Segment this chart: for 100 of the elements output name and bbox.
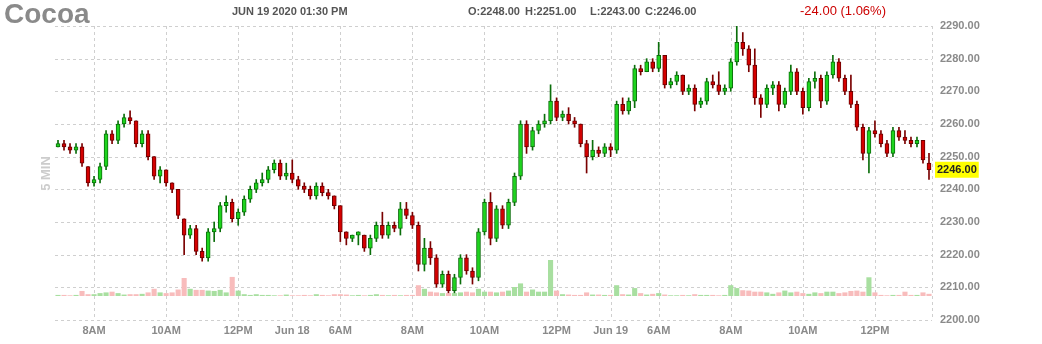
candlestick xyxy=(470,267,475,285)
bar xyxy=(439,293,445,296)
candlestick xyxy=(500,205,505,229)
bar xyxy=(157,292,163,296)
annotation: 2246.00 xyxy=(937,162,977,175)
chart-title: Cocoa xyxy=(4,0,90,30)
bar xyxy=(487,291,494,296)
bar xyxy=(445,293,451,296)
bar xyxy=(818,293,824,296)
candlestick xyxy=(404,202,409,220)
candlestick xyxy=(325,189,331,200)
y-tick-label: 2230.00 xyxy=(940,215,980,228)
candlestick xyxy=(590,140,595,161)
bar xyxy=(776,292,782,296)
y-tick-label: 2210.00 xyxy=(940,280,980,293)
text: O:2248.00 xyxy=(468,5,520,17)
bar xyxy=(499,291,506,296)
candlestick xyxy=(434,254,439,288)
x-tick-label: Jun 19 xyxy=(593,323,629,336)
candlestick xyxy=(644,58,650,73)
candlestick xyxy=(223,195,229,213)
candlestick xyxy=(638,64,643,76)
candlestick xyxy=(338,205,343,242)
candlestick xyxy=(398,202,403,236)
chart-subtitle: JUN 19 2020 01:30 PM xyxy=(232,5,348,17)
bar xyxy=(493,292,500,296)
y-tick-label: 2290.00 xyxy=(940,19,980,32)
candlestick xyxy=(518,120,523,180)
candlestick xyxy=(530,126,535,151)
candlestick xyxy=(632,64,637,108)
candlestick xyxy=(331,195,337,210)
candlestick xyxy=(482,198,487,236)
y-tick-label: 2200.00 xyxy=(940,313,980,326)
candlestick xyxy=(392,221,397,233)
candlestick xyxy=(283,162,289,180)
candlestick xyxy=(319,182,325,197)
candlestick xyxy=(554,97,559,122)
bar xyxy=(139,293,145,296)
y-tick-label: 2270.00 xyxy=(940,84,980,97)
candlestick xyxy=(356,231,361,246)
candlestick xyxy=(620,97,625,115)
candlestick xyxy=(572,117,577,128)
candlestick xyxy=(596,146,601,157)
bar xyxy=(866,277,872,296)
y-tick-label: 2240.00 xyxy=(940,182,980,195)
bar xyxy=(638,293,644,296)
candlestick xyxy=(416,221,421,272)
bar xyxy=(650,293,656,296)
candlestick xyxy=(350,234,355,242)
text: C:2246.00 xyxy=(645,5,697,17)
candlestick xyxy=(548,84,553,125)
x-tick-label: 10AM xyxy=(469,323,500,336)
candlestick xyxy=(656,42,662,73)
candlestick xyxy=(446,270,451,295)
y-tick-label: 2280.00 xyxy=(940,51,980,64)
bar xyxy=(523,291,530,296)
candlestick xyxy=(410,211,415,229)
candlestick xyxy=(380,211,385,239)
bar xyxy=(614,285,620,296)
x-tick-label: 12PM xyxy=(542,323,571,336)
candlestick xyxy=(494,205,499,242)
candlestick xyxy=(488,192,493,246)
candlestick xyxy=(362,234,367,252)
candlestick xyxy=(476,228,481,282)
candlestick xyxy=(506,198,511,229)
text: -24.00 (1.06%) xyxy=(800,3,886,18)
candlestick xyxy=(211,221,217,242)
y-tick-label: 2220.00 xyxy=(940,247,980,260)
candlestick xyxy=(464,254,469,275)
candlestick xyxy=(584,140,589,174)
candlestick xyxy=(428,241,433,265)
x-tick-label: 12PM xyxy=(223,323,253,336)
candlestick xyxy=(536,120,541,135)
x-tick-label: Jun 18 xyxy=(274,323,310,336)
x-tick-label: 12PM xyxy=(860,323,890,336)
candlestick xyxy=(368,234,373,255)
bar xyxy=(421,288,427,296)
x-tick-label: 8AM xyxy=(82,323,106,336)
candlestick xyxy=(458,254,463,285)
candlestick xyxy=(344,231,349,246)
candlestick xyxy=(542,113,547,128)
x-tick-label: 6AM xyxy=(328,323,352,336)
x-tick-label: 6AM xyxy=(647,323,671,336)
candlestick xyxy=(524,120,529,154)
candlestick xyxy=(626,97,631,115)
text: H:2251.00 xyxy=(525,5,577,17)
x-tick-label: 10AM xyxy=(788,323,818,336)
candlestick xyxy=(566,107,571,125)
bar xyxy=(229,276,235,296)
candlestick xyxy=(650,58,656,73)
bar xyxy=(656,293,662,296)
candlestick xyxy=(386,221,391,239)
candlestick xyxy=(374,221,379,242)
y-tick-label: 2260.00 xyxy=(940,117,980,130)
x-tick-label: 10AM xyxy=(151,323,181,336)
x-tick-label: 8AM xyxy=(400,323,425,336)
candlestick xyxy=(440,270,445,288)
candlestick xyxy=(560,110,565,122)
text: L:2243.00 xyxy=(590,5,641,17)
y-tick-label: 2250.00 xyxy=(940,149,980,162)
